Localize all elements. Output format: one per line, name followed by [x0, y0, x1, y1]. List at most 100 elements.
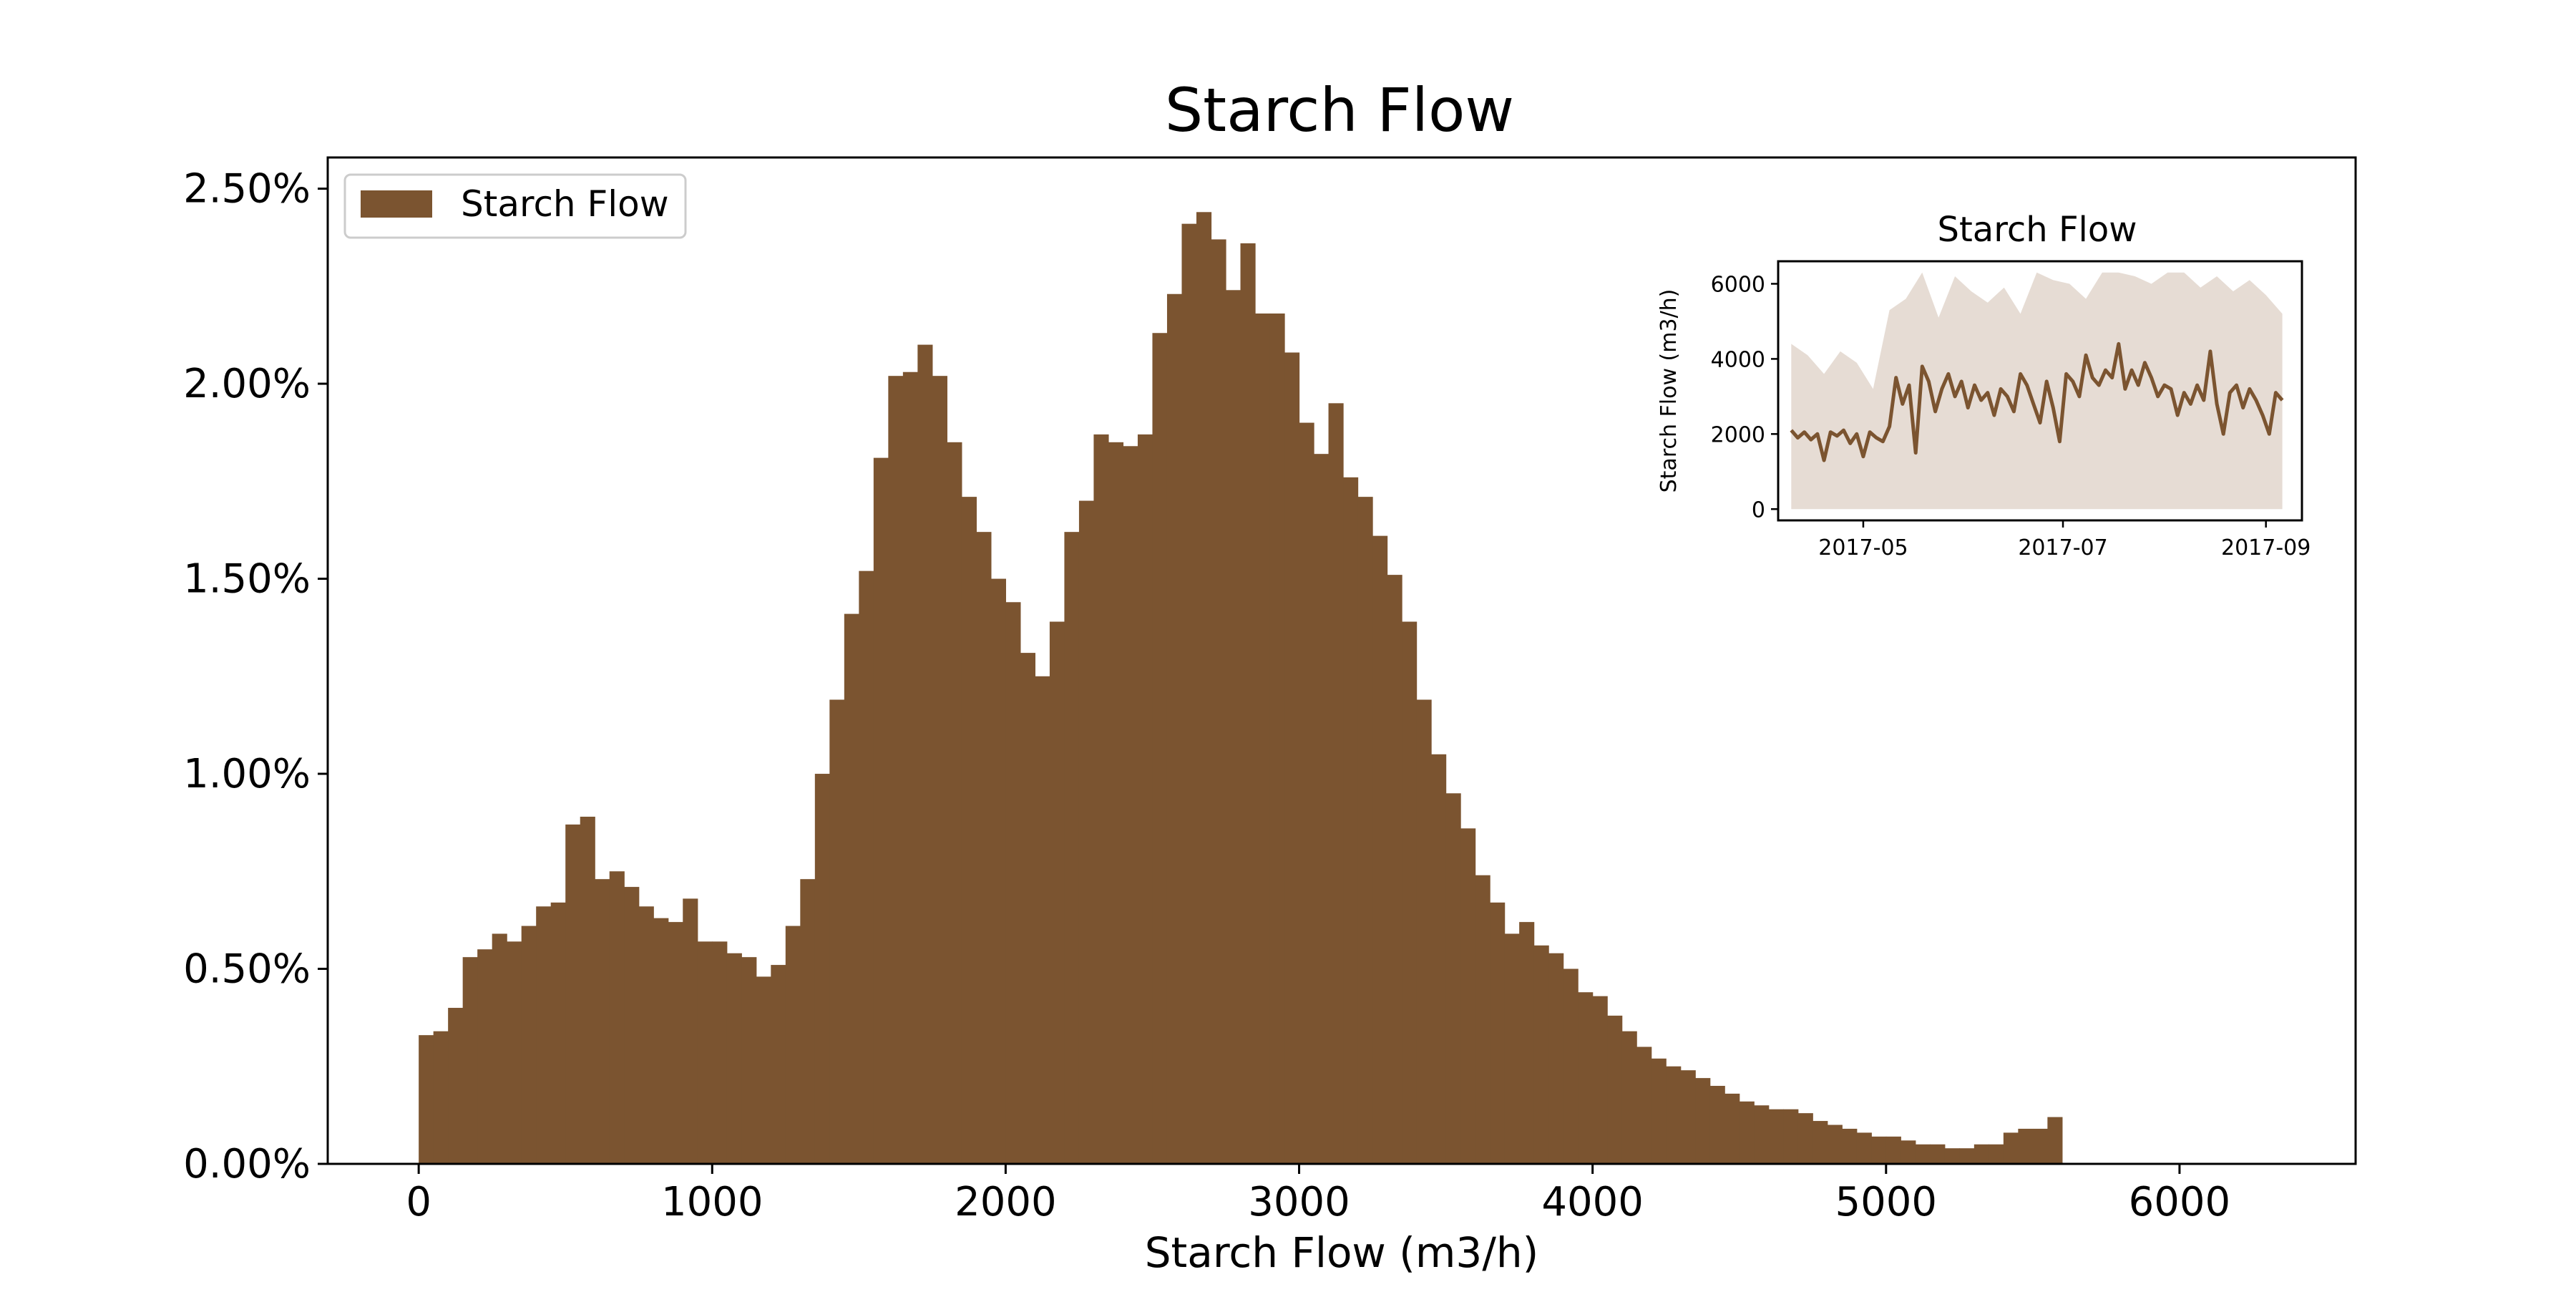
histogram-bar — [1064, 532, 1080, 1164]
histogram-bar — [814, 774, 830, 1164]
histogram-bar — [462, 957, 478, 1164]
histogram-bar — [1651, 1058, 1667, 1164]
histogram-bar — [1783, 1109, 1799, 1164]
histogram-bar — [1885, 1136, 1901, 1164]
histogram-bar — [1871, 1136, 1887, 1164]
histogram-bar — [1563, 968, 1579, 1164]
histogram-bar — [1813, 1121, 1828, 1164]
histogram-bar — [1123, 446, 1138, 1164]
y-tick-label: 0.50% — [183, 946, 311, 993]
histogram-bar — [785, 926, 801, 1164]
x-tick-label: 5000 — [1835, 1179, 1938, 1225]
histogram-bar — [1240, 243, 1256, 1164]
histogram-bar — [1460, 828, 1476, 1164]
histogram-bar — [1533, 945, 1549, 1164]
histogram-bar — [1284, 352, 1300, 1165]
inset-line-chart: Starch Flow 0 2000 4000 6000 2017-05 2017-07… — [1657, 210, 2311, 560]
histogram-bar — [961, 497, 977, 1164]
histogram-bar — [1093, 434, 1109, 1164]
x-tick-label: 1000 — [661, 1179, 763, 1225]
histogram-bar — [433, 1031, 449, 1164]
histogram-bar — [1431, 754, 1447, 1164]
histogram-bar — [1475, 875, 1491, 1164]
histogram-bar — [1387, 575, 1402, 1164]
histogram-bar — [1137, 434, 1153, 1164]
histogram-bar — [1357, 497, 1373, 1164]
histogram-bar — [1490, 902, 1506, 1164]
x-tick-label: 2000 — [955, 1179, 1057, 1225]
y-tick-label: 0.00% — [183, 1141, 311, 1187]
histogram-bar — [1901, 1140, 1916, 1164]
histogram-bar — [1680, 1070, 1696, 1164]
histogram-bar — [609, 871, 625, 1164]
histogram-bar — [1724, 1093, 1740, 1164]
histogram-bar — [1592, 996, 1608, 1164]
inset-y-tick-label: 6000 — [1711, 272, 1765, 297]
inset-y-axis-label: Starch Flow (m3/h) — [1657, 289, 1682, 493]
histogram-bar — [1166, 293, 1183, 1164]
histogram-bar — [1211, 239, 1226, 1165]
inset-y-tick-label: 2000 — [1711, 422, 1765, 447]
main-y-axis: 0.00% 0.50% 1.00% 1.50% 2.00% 2.50% — [183, 166, 328, 1187]
histogram-bar — [932, 376, 947, 1165]
histogram-bar — [1314, 454, 1330, 1164]
histogram-bar — [1226, 290, 1241, 1164]
histogram-bar — [1328, 403, 1344, 1164]
inset-plot-frame — [1777, 260, 2303, 522]
main-plot-frame — [326, 156, 2357, 1165]
main-bars — [419, 212, 2063, 1165]
y-tick-label: 1.50% — [183, 556, 311, 603]
histogram-bar — [565, 824, 581, 1164]
histogram-bar — [477, 949, 493, 1164]
histogram-bar — [1709, 1086, 1725, 1164]
histogram-bar — [1842, 1128, 1858, 1164]
histogram-bar — [873, 457, 889, 1164]
inset-x-tick-label: 2017-05 — [1818, 535, 1908, 560]
histogram-bar — [1754, 1105, 1770, 1164]
inset-y-tick-label: 0 — [1752, 497, 1765, 523]
inset-y-tick-label: 4000 — [1711, 347, 1765, 372]
histogram-bar — [2018, 1128, 2034, 1164]
histogram-bar — [902, 371, 918, 1164]
histogram-bar — [917, 344, 933, 1165]
histogram-bar — [1739, 1101, 1755, 1164]
inset-x-axis: 2017-05 2017-07 2017-09 — [1818, 520, 2311, 560]
histogram-bar — [741, 957, 757, 1164]
histogram-bar — [668, 922, 683, 1164]
histogram-bar — [1078, 500, 1095, 1164]
histogram-bar — [1020, 653, 1036, 1164]
histogram-bar — [1974, 1144, 1989, 1164]
x-tick-label: 4000 — [1541, 1179, 1644, 1225]
histogram-bar — [1666, 1066, 1682, 1164]
histogram-bar — [859, 570, 874, 1164]
legend-swatch — [361, 190, 432, 218]
histogram-bar — [1049, 621, 1065, 1164]
inset-x-tick-label: 2017-09 — [2221, 535, 2311, 560]
histogram-bar — [976, 532, 992, 1164]
histogram-bar — [653, 918, 669, 1164]
main-x-axis-label: Starch Flow (m3/h) — [1145, 1228, 1539, 1277]
x-tick-label: 6000 — [2129, 1179, 2231, 1225]
histogram-bar — [1269, 313, 1285, 1165]
histogram-bar — [1856, 1132, 1872, 1164]
histogram-bar — [624, 887, 640, 1164]
histogram-bar — [697, 941, 713, 1164]
y-tick-label: 2.00% — [183, 361, 311, 407]
histogram-bar — [712, 941, 728, 1164]
x-tick-label: 3000 — [1248, 1179, 1350, 1225]
histogram-bar — [2032, 1128, 2048, 1164]
histogram-bar — [1519, 922, 1535, 1164]
inset-y-axis: 0 2000 4000 6000 — [1711, 272, 1778, 523]
histogram-bar — [1607, 1015, 1623, 1164]
histogram-bar — [726, 953, 742, 1164]
histogram-bar — [1416, 699, 1432, 1164]
histogram-bar — [1005, 602, 1021, 1164]
histogram-bar — [2003, 1132, 2019, 1164]
histogram-bar — [507, 941, 522, 1164]
histogram-bar — [580, 816, 595, 1164]
histogram-bar — [1915, 1144, 1931, 1164]
legend-label: Starch Flow — [461, 183, 669, 225]
histogram-bar — [1255, 313, 1271, 1165]
